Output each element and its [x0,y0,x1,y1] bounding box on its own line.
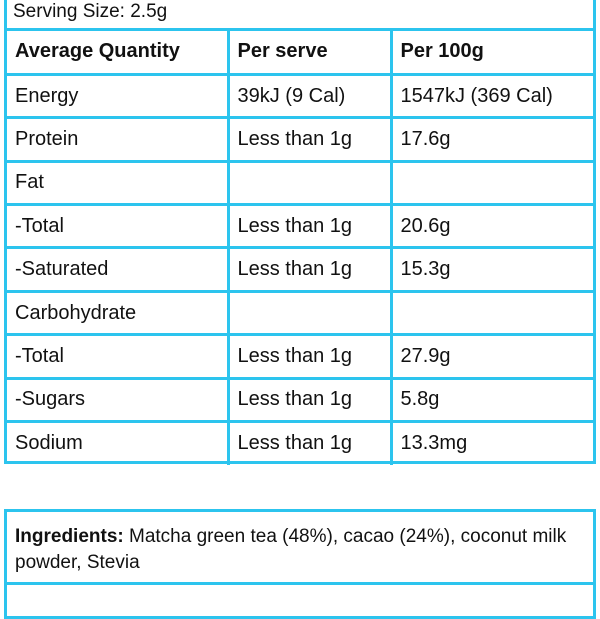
table-row: -Total Less than 1g 20.6g [7,204,593,250]
per-100g-value: 17.6g [389,117,593,163]
nutrition-information-panel: Serving Size: 2.5g Average Quantity Per … [4,0,596,465]
per-serve-value: 39kJ (9 Cal) [226,74,391,120]
row-label: -Total [7,204,228,250]
per-serve-value [226,161,391,207]
serving-size-row: Serving Size: 2.5g [7,0,593,31]
table-row: -Sugars Less than 1g 5.8g [7,378,593,424]
row-label: Fat [7,161,228,207]
ingredients-list: Matcha green tea (48%), cacao (24%), coc… [15,526,567,573]
per-serve-value: Less than 1g [226,117,391,163]
per-100g-value: 13.3mg [389,421,593,465]
header-per-serve: Per serve [226,31,391,76]
header-row: Average Quantity Per serve Per 100g [7,31,593,76]
table-row: -Total Less than 1g 27.9g [7,334,593,380]
row-label: Protein [7,117,228,163]
nutrition-table: Average Quantity Per serve Per 100g Ener… [7,31,593,465]
per-serve-value: Less than 1g [226,334,391,380]
ingredients-text: Ingredients: Matcha green tea (48%), cac… [15,524,575,576]
row-label: -Saturated [7,247,228,293]
ingredients-label: Ingredients: [15,526,124,547]
nutrition-table-body: Energy 39kJ (9 Cal) 1547kJ (369 Cal) Pro… [7,74,593,465]
per-serve-value: Less than 1g [226,247,391,293]
row-label: Carbohydrate [7,291,228,337]
per-100g-value [389,161,593,207]
table-row: Carbohydrate [7,291,593,337]
per-serve-value: Less than 1g [226,421,391,465]
per-100g-value [389,291,593,337]
per-100g-value: 5.8g [389,378,593,424]
per-serve-value [226,291,391,337]
row-label: Energy [7,74,228,120]
table-row: Sodium Less than 1g 13.3mg [7,421,593,465]
row-label: Sodium [15,432,83,455]
per-100g-value: 20.6g [389,204,593,250]
table-row: Energy 39kJ (9 Cal) 1547kJ (369 Cal) [7,74,593,120]
row-label: -Total [7,334,228,380]
row-label: -Sugars [7,378,228,424]
table-row: Fat [7,161,593,207]
ingredients-panel: Ingredients: Matcha green tea (48%), cac… [4,509,596,619]
per-100g-value: 1547kJ (369 Cal) [389,74,593,120]
nutrition-table-header: Average Quantity Per serve Per 100g [7,31,593,76]
per-100g-value: 15.3g [389,247,593,293]
header-average-quantity: Average Quantity [7,31,228,76]
ingredients-divider [7,582,593,585]
header-per-100g: Per 100g [389,31,593,76]
serving-size-text: Serving Size: 2.5g [13,1,168,22]
per-serve-value: Less than 1g [226,204,391,250]
per-100g-value: 27.9g [389,334,593,380]
per-serve-value: Less than 1g [226,378,391,424]
table-row: -Saturated Less than 1g 15.3g [7,247,593,293]
table-row: Protein Less than 1g 17.6g [7,117,593,163]
